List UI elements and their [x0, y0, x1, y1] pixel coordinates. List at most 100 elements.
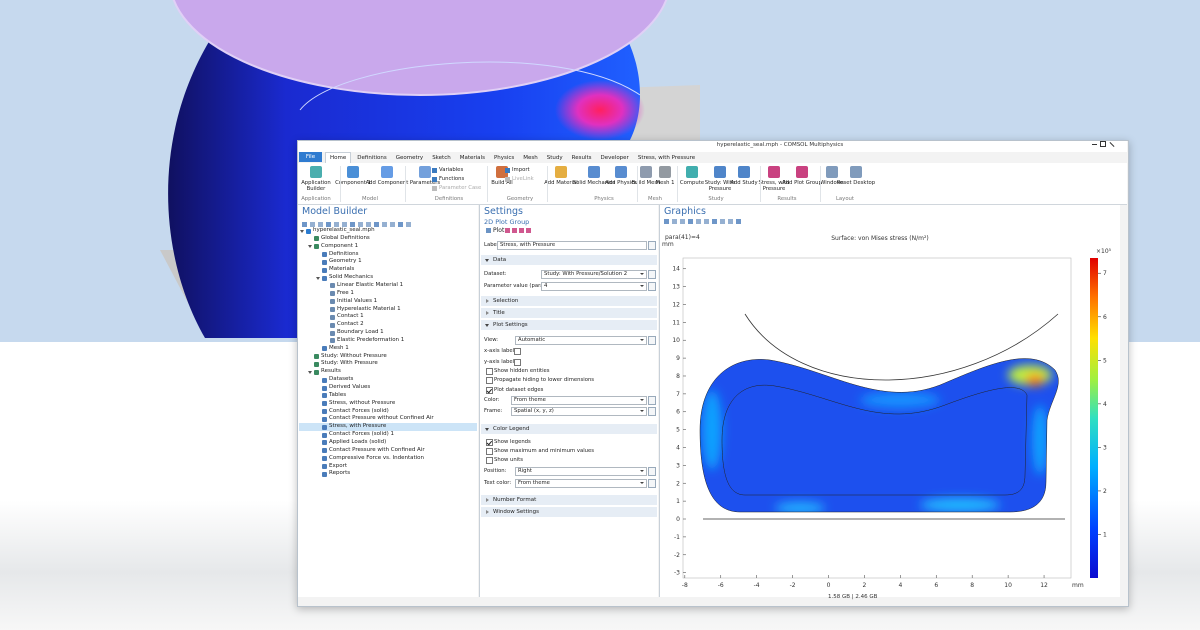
- field-box[interactable]: [515, 336, 647, 345]
- ribbon-button[interactable]: Reset Desktop: [836, 180, 876, 186]
- tree-item[interactable]: Solid Mechanics: [329, 274, 374, 281]
- field-button[interactable]: [648, 282, 656, 291]
- checkbox-label[interactable]: Show maximum and minimum values: [494, 448, 595, 454]
- ribbon-button[interactable]: Component 1: [335, 180, 371, 186]
- tree-item[interactable]: Applied Loads (solid): [329, 438, 387, 445]
- toolbar-icon[interactable]: [512, 228, 517, 233]
- tree-item[interactable]: Stress, without Pressure: [329, 399, 396, 406]
- checkbox-label[interactable]: Propagate hiding to lower dimensions: [494, 377, 595, 383]
- ribbon-button[interactable]: Import: [512, 167, 530, 173]
- section-header[interactable]: [481, 507, 657, 517]
- toolbar-icon[interactable]: [310, 222, 315, 227]
- field-button[interactable]: [648, 241, 656, 250]
- ribbon-tab[interactable]: Developer: [600, 155, 629, 161]
- checkbox[interactable]: [486, 439, 493, 446]
- tree-item[interactable]: Contact Forces (solid): [329, 407, 389, 414]
- ribbon-button[interactable]: Variables: [439, 167, 464, 173]
- tree-item[interactable]: Datasets: [329, 376, 354, 383]
- tree-item[interactable]: Contact Pressure with Confined Air: [329, 446, 425, 453]
- field-box[interactable]: [541, 270, 647, 279]
- ribbon-button[interactable]: Add Physics: [605, 180, 637, 186]
- tree-item[interactable]: Export: [329, 462, 348, 469]
- tree-expander[interactable]: [308, 245, 312, 249]
- toolbar-icon[interactable]: [406, 222, 411, 227]
- toolbar-icon[interactable]: [382, 222, 387, 227]
- ribbon-button[interactable]: Add Material: [544, 180, 578, 186]
- ribbon-button[interactable]: Solid Mechanics: [572, 180, 616, 186]
- section-header[interactable]: [481, 296, 657, 306]
- field-box[interactable]: [515, 479, 647, 488]
- tree-item[interactable]: Study: Without Pressure: [321, 352, 387, 359]
- field-button[interactable]: [648, 467, 656, 476]
- checkbox[interactable]: [486, 457, 493, 464]
- tree-item[interactable]: Stress, with Pressure: [329, 423, 387, 430]
- tree-expander[interactable]: [316, 276, 320, 280]
- field-box[interactable]: [511, 396, 647, 405]
- toolbar-icon[interactable]: [366, 222, 371, 227]
- ribbon-button[interactable]: Functions: [439, 176, 465, 182]
- ribbon-tab[interactable]: Home: [325, 152, 352, 163]
- ribbon-button[interactable]: Parameter Case: [439, 185, 482, 191]
- tree-item[interactable]: Global Definitions: [321, 234, 370, 241]
- ribbon-button[interactable]: LiveLink: [512, 176, 534, 182]
- toolbar-icon[interactable]: [390, 222, 395, 227]
- field-box[interactable]: [497, 241, 647, 250]
- ribbon-button[interactable]: Add Component: [365, 180, 409, 186]
- toolbar-icon[interactable]: [505, 228, 510, 233]
- tree-item[interactable]: Contact 2: [337, 321, 364, 328]
- toolbar-icon[interactable]: [302, 222, 307, 227]
- ribbon-button[interactable]: Windows: [820, 180, 844, 186]
- toolbar-icon[interactable]: [696, 219, 701, 224]
- tree-item[interactable]: Component 1: [321, 242, 359, 249]
- tree-item[interactable]: Mesh 1: [329, 344, 349, 351]
- tree-expander[interactable]: [308, 370, 312, 374]
- checkbox[interactable]: [486, 377, 493, 384]
- ribbon-button[interactable]: Compute: [679, 180, 705, 186]
- section-header[interactable]: [481, 320, 657, 330]
- tree-item[interactable]: Hyperelastic Material 1: [337, 305, 401, 312]
- tree-item[interactable]: Initial Values 1: [337, 297, 378, 304]
- ribbon-button[interactable]: Add Study: [730, 180, 758, 186]
- field-box[interactable]: [511, 407, 647, 416]
- window-controls[interactable]: [1092, 141, 1122, 151]
- ribbon-tab[interactable]: Geometry: [395, 155, 424, 161]
- tree-item[interactable]: Reports: [329, 470, 351, 477]
- toolbar-icon[interactable]: [358, 222, 363, 227]
- tree-item[interactable]: Contact Pressure without Confined Air: [329, 415, 434, 422]
- field-button[interactable]: [648, 407, 656, 416]
- ribbon-button[interactable]: Parameters: [409, 180, 441, 186]
- toolbar-icon[interactable]: [318, 222, 323, 227]
- field-button[interactable]: [648, 336, 656, 345]
- ribbon-button[interactable]: Build All: [491, 180, 513, 186]
- ribbon-tab[interactable]: Definitions: [357, 155, 387, 161]
- tree-item[interactable]: hyperelastic_seal.mph: [313, 227, 375, 233]
- tree-item[interactable]: Compressive Force vs. Indentation: [329, 454, 425, 461]
- checkbox-label[interactable]: Plot dataset edges: [494, 387, 544, 393]
- ribbon-button[interactable]: Add Plot Group: [782, 180, 822, 186]
- checkbox[interactable]: [486, 368, 493, 375]
- tree-item[interactable]: Study: With Pressure: [321, 360, 378, 367]
- ribbon-tab[interactable]: Physics: [493, 155, 515, 161]
- tree-expander[interactable]: [300, 229, 304, 233]
- section-header[interactable]: [481, 255, 657, 265]
- toolbar-icon[interactable]: [398, 222, 403, 227]
- tree-item[interactable]: Elastic Predeformation 1: [337, 336, 405, 343]
- ribbon-button[interactable]: Study: With Pressure: [704, 180, 736, 192]
- toolbar-icon[interactable]: [712, 219, 717, 224]
- toolbar-icon[interactable]: [728, 219, 733, 224]
- toolbar-icon[interactable]: [664, 219, 669, 224]
- checkbox[interactable]: [514, 348, 521, 355]
- toolbar-icon[interactable]: [519, 228, 524, 233]
- tree-item[interactable]: Tables: [329, 391, 347, 398]
- tree-item[interactable]: Geometry 1: [329, 258, 362, 265]
- field-button[interactable]: [648, 479, 656, 488]
- field-button[interactable]: [648, 270, 656, 279]
- toolbar-icon[interactable]: [350, 222, 355, 227]
- ribbon-button[interactable]: Stress, with Pressure: [758, 180, 790, 192]
- tree-item[interactable]: Definitions: [329, 250, 359, 257]
- toolbar-icon[interactable]: [680, 219, 685, 224]
- tree-item[interactable]: Results: [321, 368, 341, 375]
- toolbar-icon[interactable]: [672, 219, 677, 224]
- section-header[interactable]: [481, 424, 657, 434]
- ribbon-tab[interactable]: File: [299, 152, 322, 162]
